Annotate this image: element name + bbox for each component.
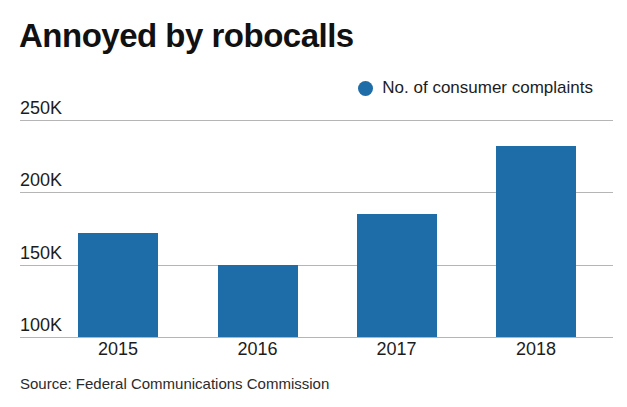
source-caption: Source: Federal Communications Commissio… xyxy=(20,375,329,392)
gridline-100k xyxy=(20,337,613,338)
bar-2016 xyxy=(218,265,298,337)
bar-2017 xyxy=(357,214,437,337)
bar-2015 xyxy=(78,233,158,337)
bar-2018 xyxy=(496,146,576,337)
x-axis-tick-label: 2015 xyxy=(98,339,138,360)
gridline-250k xyxy=(20,120,613,121)
x-axis-tick-label: 2018 xyxy=(516,339,556,360)
y-axis-tick-label: 200K xyxy=(20,170,62,191)
plot-area: 100K 150K 200K 250K 2015 2016 2017 2018 xyxy=(0,0,627,407)
y-axis-tick-label: 250K xyxy=(20,98,62,119)
y-axis-tick-label: 100K xyxy=(20,315,62,336)
y-axis-tick-label: 150K xyxy=(20,243,62,264)
robocalls-chart-card: Annoyed by robocalls No. of consumer com… xyxy=(0,0,627,407)
x-axis-tick-label: 2016 xyxy=(237,339,277,360)
x-axis-tick-label: 2017 xyxy=(376,339,416,360)
